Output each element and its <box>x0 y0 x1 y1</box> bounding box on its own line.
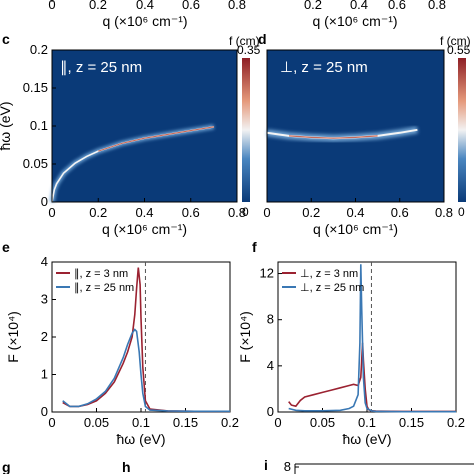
heatmap-c-xtick-label: 0.8 <box>228 205 246 220</box>
heatmap-d-inset-label: ⊥, z = 25 nm <box>280 59 368 76</box>
line-f-series-0 <box>288 342 456 413</box>
panel-label-c: c <box>2 31 10 47</box>
heatmap-d-xtick-label: 0.6 <box>391 205 409 220</box>
top-xlabel-left: q (×10⁶ cm⁻¹) <box>102 13 187 29</box>
panel-label-e: e <box>2 239 10 255</box>
line-panel-f: 0 0.05 0.1 0.15 0.2 0 4 8 12 ħω (eV) F (×10⁴) ⊥, z … <box>237 261 465 447</box>
line-e-xtick-label: 0.1 <box>132 415 150 430</box>
line-f-ylabel: F (×10⁴) <box>237 311 253 363</box>
colorbar-d <box>458 58 466 202</box>
heatmap-d-xlabel: q (×10⁶ cm⁻¹) <box>313 221 398 237</box>
heatmap-d-xtick-label: 0.8 <box>435 205 453 220</box>
heatmap-d-background <box>267 50 444 202</box>
line-e-xlabel: ħω (eV) <box>116 431 165 447</box>
top-tick-1: 0.2 <box>89 0 107 12</box>
line-e-xtick-label: 0 <box>48 415 55 430</box>
heatmap-d-xtick-label: 0 <box>263 205 270 220</box>
panel-label-h: h <box>122 459 131 474</box>
line-e-ytick-label: 0 <box>41 404 48 419</box>
top-tick-r2: 0.4 <box>350 0 368 12</box>
line-f-legend-label-1: ⊥, z = 25 nm <box>300 282 364 294</box>
line-f-xtick-label: 0.1 <box>358 415 376 430</box>
line-e-xtick-label: 0.15 <box>173 415 198 430</box>
heatmap-c-ytick-label: 0 <box>41 194 48 209</box>
heatmap-c-ytick-label: 0.15 <box>23 80 48 95</box>
heatmap-c-xtick-label: 0.2 <box>89 205 107 220</box>
panel-label-g: g <box>2 459 11 474</box>
line-e-ytick-label: 1 <box>41 367 48 382</box>
heatmap-c-ytick-label: 0.05 <box>23 156 48 171</box>
line-f-legend-label-0: ⊥, z = 3 nm <box>300 268 358 280</box>
line-f-xtick-label: 0 <box>274 415 281 430</box>
panel-i-fragment: 8 <box>284 459 474 474</box>
heatmap-c-xtick-label: 0 <box>48 205 55 220</box>
heatmap-d-xtick-label: 0.4 <box>346 205 364 220</box>
line-e-ytick-label: 3 <box>41 292 48 307</box>
line-e-ytick-label: 2 <box>41 329 48 344</box>
panel-label-f: f <box>252 239 257 255</box>
colorbar-c-min: 0 <box>242 205 249 219</box>
panel-label-d: d <box>258 31 267 47</box>
heatmap-panel-c: ∥, z = 25 nm 0 0.2 0.4 0.6 0.800.050.10.150.… <box>0 34 261 237</box>
top-tick-2: 0.4 <box>136 0 154 12</box>
colorbar-d-min: 0 <box>458 205 465 219</box>
line-e-ytick-label: 4 <box>41 254 48 269</box>
heatmap-c-ridge-core <box>98 126 214 152</box>
line-f-xtick-label: 0.15 <box>399 415 424 430</box>
top-strip: 0 0.2 0.4 0.6 0.8 0.2 0.4 0.6 0.8 q (×10… <box>48 0 446 29</box>
top-tick-r1: 0.2 <box>304 0 322 12</box>
colorbar-d-label: f (cm) <box>440 34 471 48</box>
line-f-ytick-label: 12 <box>260 266 274 281</box>
line-e-xtick-label: 0.2 <box>221 415 239 430</box>
top-tick-4: 0.8 <box>228 0 246 12</box>
line-f-ytick-label: 4 <box>267 358 274 373</box>
line-e-ylabel: F (×10⁴) <box>5 311 21 363</box>
top-tick-r3: 0.6 <box>388 0 406 12</box>
heatmap-d-ridge-core <box>289 135 378 139</box>
heatmap-c-xtick-label: 0.6 <box>182 205 200 220</box>
colorbar-c <box>242 58 250 202</box>
heatmap-c-ylabel: ħω (eV) <box>0 101 13 150</box>
heatmap-d-xtick-label: 0.2 <box>302 205 320 220</box>
top-tick-r4: 0.8 <box>428 0 446 12</box>
line-e-series-1 <box>62 328 230 413</box>
heatmap-panel-d: ⊥, z = 25 nm 0 0.2 0.4 0.6 0.8q (×10⁶ cm⁻¹) … <box>263 34 470 237</box>
colorbar-c-max: 0.35 <box>237 43 261 57</box>
line-panel-e: 0 0.05 0.1 0.15 0.2 0 1 2 3 4 ħω (eV) F (×10⁴) ∥, z … <box>5 254 239 447</box>
colorbar-c-label: f (cm) <box>229 34 260 48</box>
panel-i-ytick: 8 <box>284 459 291 474</box>
heatmap-c-ytick-label: 0.2 <box>30 42 48 57</box>
line-f-ytick-label: 0 <box>267 404 274 419</box>
heatmap-c-inset-label: ∥, z = 25 nm <box>60 59 142 76</box>
line-e-series-0 <box>62 267 230 413</box>
heatmap-c-xlabel: q (×10⁶ cm⁻¹) <box>102 221 187 237</box>
line-e-legend-label-1: ∥, z = 25 nm <box>74 282 134 294</box>
heatmap-c-xtick-label: 0.4 <box>135 205 153 220</box>
top-tick-3: 0.6 <box>182 0 200 12</box>
panel-label-i: i <box>264 457 268 473</box>
line-f-xlabel: ħω (eV) <box>342 431 391 447</box>
colorbar-d-max: 0.55 <box>447 43 471 57</box>
top-xlabel-right: q (×10⁶ cm⁻¹) <box>312 13 397 29</box>
line-e-xtick-label: 0.05 <box>84 415 109 430</box>
heatmap-c-ytick-label: 0.1 <box>30 118 48 133</box>
top-tick-0: 0 <box>48 0 55 12</box>
line-e-legend-label-0: ∥, z = 3 nm <box>74 268 128 280</box>
line-f-xtick-label: 0.2 <box>447 415 465 430</box>
line-f-xtick-label: 0.05 <box>310 415 335 430</box>
line-f-series-1 <box>288 264 456 413</box>
line-f-ytick-label: 8 <box>267 312 274 327</box>
